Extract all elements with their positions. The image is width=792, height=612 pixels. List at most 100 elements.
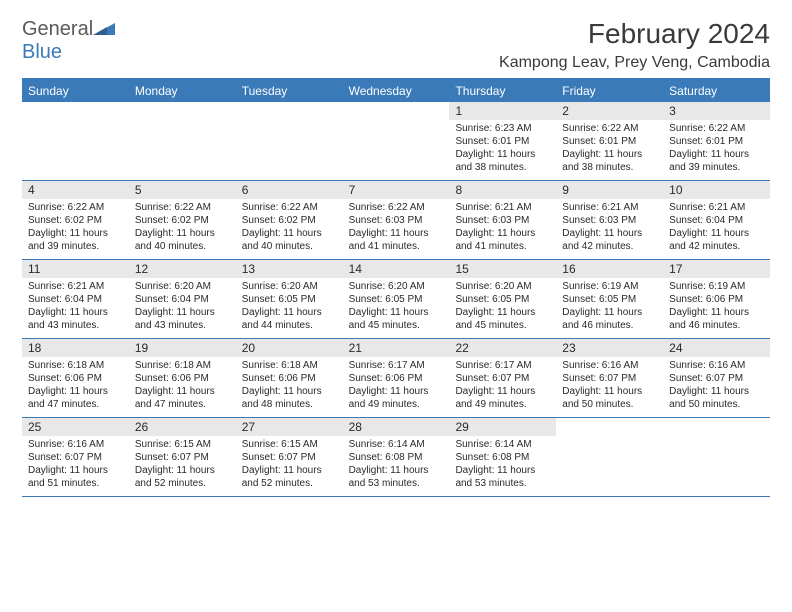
- day-number: 12: [129, 260, 236, 278]
- daylight-line: Daylight: 11 hours and 45 minutes.: [455, 306, 550, 332]
- day-info: Sunrise: 6:15 AMSunset: 6:07 PMDaylight:…: [129, 436, 236, 496]
- sunset-line: Sunset: 6:07 PM: [135, 451, 230, 464]
- day-number: [129, 102, 236, 120]
- daylight-line: Daylight: 11 hours and 50 minutes.: [669, 385, 764, 411]
- sunrise-line: Sunrise: 6:18 AM: [135, 359, 230, 372]
- sunset-line: Sunset: 6:01 PM: [669, 135, 764, 148]
- day-info: Sunrise: 6:18 AMSunset: 6:06 PMDaylight:…: [22, 357, 129, 417]
- day-number: 9: [556, 181, 663, 199]
- daylight-line: Daylight: 11 hours and 45 minutes.: [349, 306, 444, 332]
- sunrise-line: Sunrise: 6:14 AM: [455, 438, 550, 451]
- day-info: [663, 436, 770, 496]
- sunrise-line: Sunrise: 6:14 AM: [349, 438, 444, 451]
- day-info: Sunrise: 6:16 AMSunset: 6:07 PMDaylight:…: [663, 357, 770, 417]
- sunset-line: Sunset: 6:03 PM: [562, 214, 657, 227]
- weeks-container: 12 3 Sunrise: 6:23 AMSunset: 6:01 PMDaylig…: [22, 102, 770, 497]
- daylight-line: Daylight: 11 hours and 41 minutes.: [349, 227, 444, 253]
- sunrise-line: Sunrise: 6:15 AM: [242, 438, 337, 451]
- day-number: 4: [22, 181, 129, 199]
- sunset-line: Sunset: 6:01 PM: [562, 135, 657, 148]
- daylight-line: Daylight: 11 hours and 38 minutes.: [562, 148, 657, 174]
- sunset-line: Sunset: 6:03 PM: [349, 214, 444, 227]
- day-number: 3: [663, 102, 770, 120]
- day-info: Sunrise: 6:22 AMSunset: 6:01 PMDaylight:…: [663, 120, 770, 180]
- daylight-line: Daylight: 11 hours and 39 minutes.: [28, 227, 123, 253]
- sunset-line: Sunset: 6:06 PM: [28, 372, 123, 385]
- day-number: 14: [343, 260, 450, 278]
- sunrise-line: Sunrise: 6:16 AM: [562, 359, 657, 372]
- day-number: 28: [343, 418, 450, 436]
- day-number: [556, 418, 663, 436]
- day-info-row: Sunrise: 6:23 AMSunset: 6:01 PMDaylight:…: [22, 120, 770, 180]
- day-number: 6: [236, 181, 343, 199]
- sunset-line: Sunset: 6:06 PM: [242, 372, 337, 385]
- day-number: [343, 102, 450, 120]
- calendar: Sunday Monday Tuesday Wednesday Thursday…: [22, 78, 770, 497]
- week-row: 18192021222324Sunrise: 6:18 AMSunset: 6:…: [22, 339, 770, 418]
- logo-triangle-icon: [93, 18, 115, 41]
- day-info: Sunrise: 6:15 AMSunset: 6:07 PMDaylight:…: [236, 436, 343, 496]
- sunset-line: Sunset: 6:06 PM: [135, 372, 230, 385]
- daylight-line: Daylight: 11 hours and 40 minutes.: [135, 227, 230, 253]
- day-number: 8: [449, 181, 556, 199]
- sunrise-line: Sunrise: 6:20 AM: [242, 280, 337, 293]
- day-info: Sunrise: 6:20 AMSunset: 6:04 PMDaylight:…: [129, 278, 236, 338]
- day-number: 7: [343, 181, 450, 199]
- sunrise-line: Sunrise: 6:18 AM: [28, 359, 123, 372]
- daylight-line: Daylight: 11 hours and 53 minutes.: [349, 464, 444, 490]
- daylight-line: Daylight: 11 hours and 50 minutes.: [562, 385, 657, 411]
- day-info: Sunrise: 6:21 AMSunset: 6:04 PMDaylight:…: [663, 199, 770, 259]
- day-header-friday: Friday: [556, 80, 663, 102]
- logo: GeneralBlue: [22, 18, 115, 64]
- day-header-thursday: Thursday: [449, 80, 556, 102]
- day-info: Sunrise: 6:18 AMSunset: 6:06 PMDaylight:…: [129, 357, 236, 417]
- day-info: [556, 436, 663, 496]
- day-info: Sunrise: 6:21 AMSunset: 6:04 PMDaylight:…: [22, 278, 129, 338]
- day-number: 10: [663, 181, 770, 199]
- day-info: Sunrise: 6:14 AMSunset: 6:08 PMDaylight:…: [343, 436, 450, 496]
- week-row: 2526272829 Sunrise: 6:16 AMSunset: 6:07 …: [22, 418, 770, 497]
- daylight-line: Daylight: 11 hours and 42 minutes.: [562, 227, 657, 253]
- daylight-line: Daylight: 11 hours and 47 minutes.: [28, 385, 123, 411]
- sunset-line: Sunset: 6:04 PM: [135, 293, 230, 306]
- day-number-row: 2526272829: [22, 418, 770, 436]
- daylight-line: Daylight: 11 hours and 49 minutes.: [455, 385, 550, 411]
- sunrise-line: Sunrise: 6:19 AM: [562, 280, 657, 293]
- sunrise-line: Sunrise: 6:16 AM: [669, 359, 764, 372]
- day-header-saturday: Saturday: [663, 80, 770, 102]
- sunrise-line: Sunrise: 6:22 AM: [349, 201, 444, 214]
- day-info: Sunrise: 6:16 AMSunset: 6:07 PMDaylight:…: [556, 357, 663, 417]
- month-title: February 2024: [499, 18, 770, 50]
- day-number: 25: [22, 418, 129, 436]
- day-number: 26: [129, 418, 236, 436]
- day-number: 27: [236, 418, 343, 436]
- sunset-line: Sunset: 6:04 PM: [28, 293, 123, 306]
- title-block: February 2024 Kampong Leav, Prey Veng, C…: [499, 18, 770, 72]
- day-info: Sunrise: 6:20 AMSunset: 6:05 PMDaylight:…: [236, 278, 343, 338]
- day-number: 15: [449, 260, 556, 278]
- day-info: Sunrise: 6:17 AMSunset: 6:06 PMDaylight:…: [343, 357, 450, 417]
- day-info: Sunrise: 6:22 AMSunset: 6:02 PMDaylight:…: [22, 199, 129, 259]
- day-info: Sunrise: 6:17 AMSunset: 6:07 PMDaylight:…: [449, 357, 556, 417]
- day-number: 29: [449, 418, 556, 436]
- sunset-line: Sunset: 6:06 PM: [349, 372, 444, 385]
- daylight-line: Daylight: 11 hours and 48 minutes.: [242, 385, 337, 411]
- day-header-sunday: Sunday: [22, 80, 129, 102]
- daylight-line: Daylight: 11 hours and 52 minutes.: [242, 464, 337, 490]
- header: GeneralBlue February 2024 Kampong Leav, …: [22, 18, 770, 72]
- sunset-line: Sunset: 6:05 PM: [242, 293, 337, 306]
- sunset-line: Sunset: 6:02 PM: [28, 214, 123, 227]
- sunrise-line: Sunrise: 6:20 AM: [455, 280, 550, 293]
- daylight-line: Daylight: 11 hours and 49 minutes.: [349, 385, 444, 411]
- daylight-line: Daylight: 11 hours and 53 minutes.: [455, 464, 550, 490]
- sunset-line: Sunset: 6:07 PM: [242, 451, 337, 464]
- day-info: Sunrise: 6:23 AMSunset: 6:01 PMDaylight:…: [449, 120, 556, 180]
- day-number: 5: [129, 181, 236, 199]
- daylight-line: Daylight: 11 hours and 46 minutes.: [669, 306, 764, 332]
- day-number: 16: [556, 260, 663, 278]
- sunrise-line: Sunrise: 6:22 AM: [28, 201, 123, 214]
- sunset-line: Sunset: 6:07 PM: [669, 372, 764, 385]
- logo-word-general: General: [22, 18, 93, 40]
- day-number: [236, 102, 343, 120]
- location: Kampong Leav, Prey Veng, Cambodia: [499, 54, 770, 72]
